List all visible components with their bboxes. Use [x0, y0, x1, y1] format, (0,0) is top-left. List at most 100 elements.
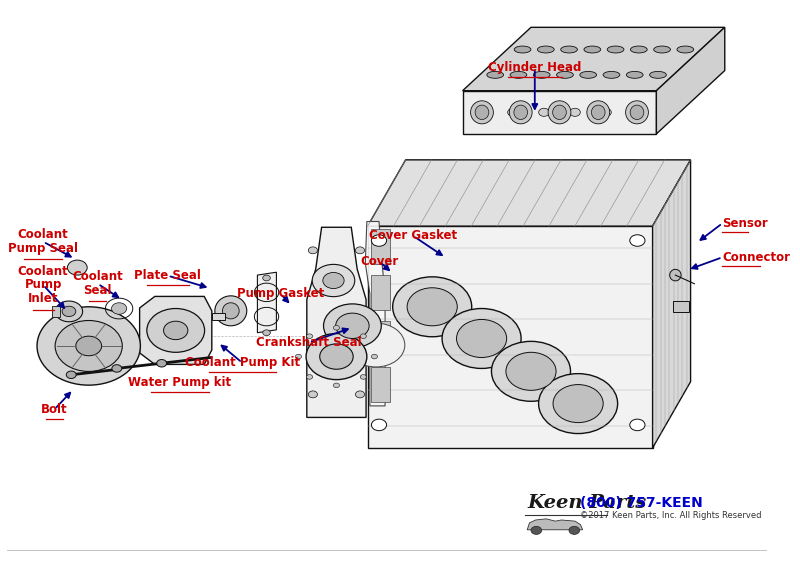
Ellipse shape	[475, 105, 489, 119]
Ellipse shape	[603, 71, 620, 78]
Text: Coolant
Seal: Coolant Seal	[73, 270, 123, 297]
Ellipse shape	[584, 46, 601, 53]
Text: Cover: Cover	[360, 255, 398, 267]
Circle shape	[393, 277, 472, 337]
Ellipse shape	[215, 296, 246, 326]
Ellipse shape	[557, 71, 574, 78]
Text: Bolt: Bolt	[41, 403, 68, 416]
Ellipse shape	[561, 46, 578, 53]
Circle shape	[55, 301, 82, 322]
Circle shape	[262, 330, 270, 336]
Ellipse shape	[548, 101, 571, 124]
Ellipse shape	[534, 71, 550, 78]
Bar	[52, 306, 60, 317]
Polygon shape	[140, 296, 212, 364]
Ellipse shape	[514, 46, 531, 53]
Text: Plate Seal: Plate Seal	[134, 269, 201, 282]
Circle shape	[601, 108, 611, 116]
Circle shape	[570, 108, 580, 116]
Bar	[371, 229, 390, 263]
Ellipse shape	[670, 269, 681, 281]
Ellipse shape	[587, 101, 610, 124]
Text: (800) 757-KEEN: (800) 757-KEEN	[580, 496, 703, 510]
Ellipse shape	[222, 303, 239, 319]
Circle shape	[360, 375, 366, 379]
Text: Cylinder Head: Cylinder Head	[488, 61, 582, 74]
Polygon shape	[653, 160, 690, 448]
Polygon shape	[656, 27, 725, 134]
Circle shape	[295, 354, 302, 359]
Circle shape	[630, 234, 645, 246]
Bar	[371, 275, 390, 310]
Text: Crankshaft Seal: Crankshaft Seal	[256, 336, 362, 349]
Circle shape	[442, 309, 521, 368]
Circle shape	[477, 108, 487, 116]
Bar	[674, 301, 689, 312]
Ellipse shape	[553, 105, 566, 119]
Circle shape	[355, 391, 365, 398]
Circle shape	[323, 304, 382, 348]
Circle shape	[312, 265, 354, 296]
Circle shape	[630, 419, 645, 431]
Ellipse shape	[626, 101, 649, 124]
Ellipse shape	[630, 105, 644, 119]
Circle shape	[538, 373, 618, 434]
Ellipse shape	[626, 71, 643, 78]
Circle shape	[531, 526, 542, 534]
Ellipse shape	[470, 101, 494, 124]
Ellipse shape	[157, 360, 166, 367]
Ellipse shape	[580, 71, 597, 78]
Ellipse shape	[510, 101, 532, 124]
Circle shape	[491, 342, 570, 401]
Circle shape	[553, 384, 603, 423]
Bar	[371, 367, 390, 402]
Circle shape	[306, 334, 313, 339]
Circle shape	[371, 354, 378, 359]
Ellipse shape	[630, 46, 647, 53]
Circle shape	[306, 334, 367, 380]
Circle shape	[111, 303, 126, 314]
Ellipse shape	[677, 46, 694, 53]
Ellipse shape	[487, 71, 503, 78]
Circle shape	[457, 320, 506, 357]
Circle shape	[508, 108, 518, 116]
Circle shape	[334, 383, 339, 388]
Circle shape	[262, 275, 270, 281]
Circle shape	[407, 288, 458, 326]
Text: Connector: Connector	[722, 251, 790, 263]
Circle shape	[308, 247, 318, 254]
Circle shape	[37, 307, 140, 385]
Text: Water Pump kit: Water Pump kit	[128, 376, 231, 389]
Circle shape	[506, 352, 556, 390]
Circle shape	[306, 375, 313, 379]
Circle shape	[371, 419, 386, 431]
Text: Pump Gasket: Pump Gasket	[237, 287, 324, 300]
Polygon shape	[366, 222, 385, 406]
Ellipse shape	[66, 371, 76, 379]
Ellipse shape	[654, 46, 670, 53]
Polygon shape	[307, 228, 366, 417]
Circle shape	[569, 526, 580, 534]
Circle shape	[62, 306, 76, 317]
Polygon shape	[462, 91, 656, 134]
Text: Coolant
Pump
Inlet: Coolant Pump Inlet	[18, 265, 69, 305]
Circle shape	[320, 344, 353, 369]
Polygon shape	[368, 226, 653, 448]
Ellipse shape	[112, 365, 122, 372]
Circle shape	[360, 334, 366, 339]
Circle shape	[334, 325, 339, 330]
Circle shape	[632, 108, 642, 116]
Circle shape	[76, 336, 102, 356]
Ellipse shape	[591, 105, 605, 119]
Ellipse shape	[510, 71, 527, 78]
Bar	[371, 321, 390, 356]
Ellipse shape	[514, 105, 527, 119]
Polygon shape	[212, 313, 226, 320]
Circle shape	[163, 321, 188, 340]
Circle shape	[347, 323, 405, 367]
Circle shape	[308, 391, 318, 398]
Circle shape	[67, 260, 87, 275]
Ellipse shape	[650, 71, 666, 78]
Ellipse shape	[538, 46, 554, 53]
Text: Cover Gasket: Cover Gasket	[369, 229, 458, 243]
